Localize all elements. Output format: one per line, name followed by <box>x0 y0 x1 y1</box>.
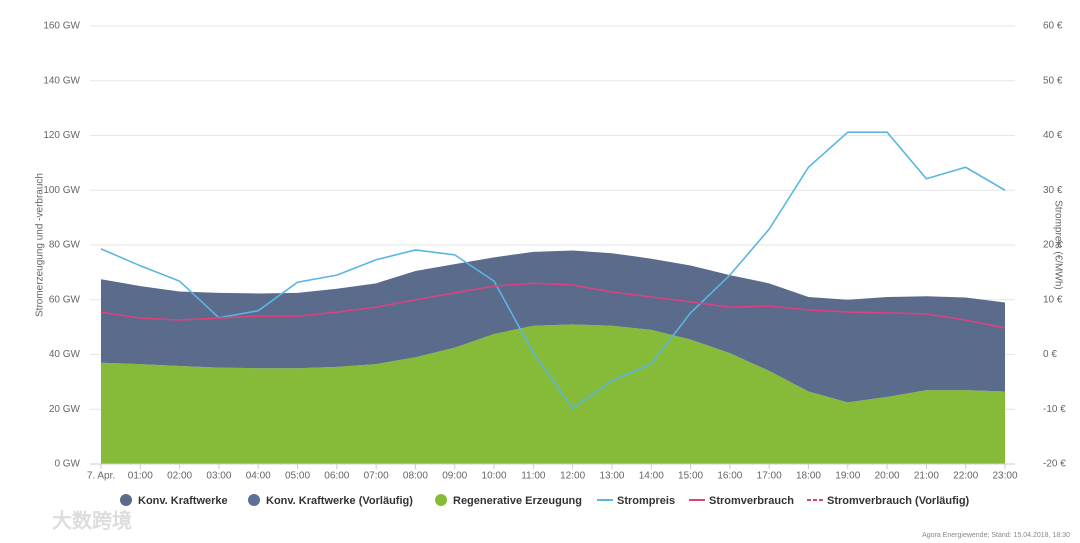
x-tick-label: 04:00 <box>246 471 271 482</box>
x-tick-label: 10:00 <box>482 471 507 482</box>
y-tick-label: 120 GW <box>43 130 80 141</box>
x-tick-label: 11:00 <box>521 471 546 482</box>
y2-tick-label: 30 € <box>1043 185 1063 196</box>
x-tick-label: 03:00 <box>206 471 231 482</box>
y-tick-label: 20 GW <box>49 404 81 415</box>
y-tick-label: 160 GW <box>43 21 80 32</box>
x-tick-label: 12:00 <box>560 471 585 482</box>
x-tick-label: 15:00 <box>678 471 703 482</box>
y-tick-label: 40 GW <box>49 349 81 360</box>
x-tick-label: 05:00 <box>285 471 310 482</box>
legend-label: Stromverbrauch (Vorläufig) <box>827 495 970 507</box>
x-tick-label: 19:00 <box>835 471 860 482</box>
line <box>100 131 1006 410</box>
legend-label: Strompreis <box>617 495 675 507</box>
legend-label: Konv. Kraftwerke (Vorläufig) <box>266 495 413 507</box>
legend-marker <box>435 494 447 506</box>
y-tick-label: 100 GW <box>43 185 80 196</box>
x-tick-label: 18:00 <box>796 471 821 482</box>
x-tick-label: 08:00 <box>403 471 428 482</box>
x-tick-label: 02:00 <box>167 471 192 482</box>
legend-label: Konv. Kraftwerke <box>138 495 228 507</box>
y-tick-label: 80 GW <box>49 240 81 251</box>
line <box>100 282 1006 329</box>
legend-marker <box>120 494 132 506</box>
y2-tick-label: 0 € <box>1043 349 1057 360</box>
x-tick-label: 21:00 <box>914 471 939 482</box>
area <box>101 250 1005 403</box>
legend-label: Regenerative Erzeugung <box>453 495 582 507</box>
x-tick-label: 01:00 <box>128 471 153 482</box>
x-tick-label: 23:00 <box>992 471 1017 482</box>
x-tick-label: 22:00 <box>953 471 978 482</box>
x-tick-label: 14:00 <box>639 471 664 482</box>
y2-axis-label: Strompreis (€/MWh) <box>1052 200 1063 289</box>
legend-label: Stromverbrauch <box>709 495 794 507</box>
y-axis-label: Stromerzeugung und -verbrauch <box>35 173 46 317</box>
x-tick-label: 06:00 <box>324 471 349 482</box>
y2-tick-label: -20 € <box>1043 459 1066 470</box>
y2-tick-label: 40 € <box>1043 130 1063 141</box>
x-tick-label: 7. Apr. <box>87 471 115 482</box>
area <box>101 324 1005 464</box>
y-tick-label: 0 GW <box>54 459 80 470</box>
y-tick-label: 60 GW <box>49 294 81 305</box>
x-tick-label: 13:00 <box>599 471 624 482</box>
y2-tick-label: -10 € <box>1043 404 1066 415</box>
y-tick-label: 140 GW <box>43 75 80 86</box>
x-tick-label: 07:00 <box>364 471 389 482</box>
y2-tick-label: 10 € <box>1043 294 1063 305</box>
legend-marker <box>248 494 260 506</box>
y2-tick-label: 20 € <box>1043 240 1063 251</box>
x-tick-label: 17:00 <box>757 471 782 482</box>
y2-tick-label: 60 € <box>1043 21 1063 32</box>
x-tick-label: 20:00 <box>875 471 900 482</box>
x-tick-label: 09:00 <box>442 471 467 482</box>
watermark: 大数跨境 <box>52 508 132 532</box>
x-tick-label: 16:00 <box>717 471 742 482</box>
source: Agora Energiewende; Stand: 15.04.2018, 1… <box>922 532 1070 539</box>
y2-tick-label: 50 € <box>1043 75 1063 86</box>
